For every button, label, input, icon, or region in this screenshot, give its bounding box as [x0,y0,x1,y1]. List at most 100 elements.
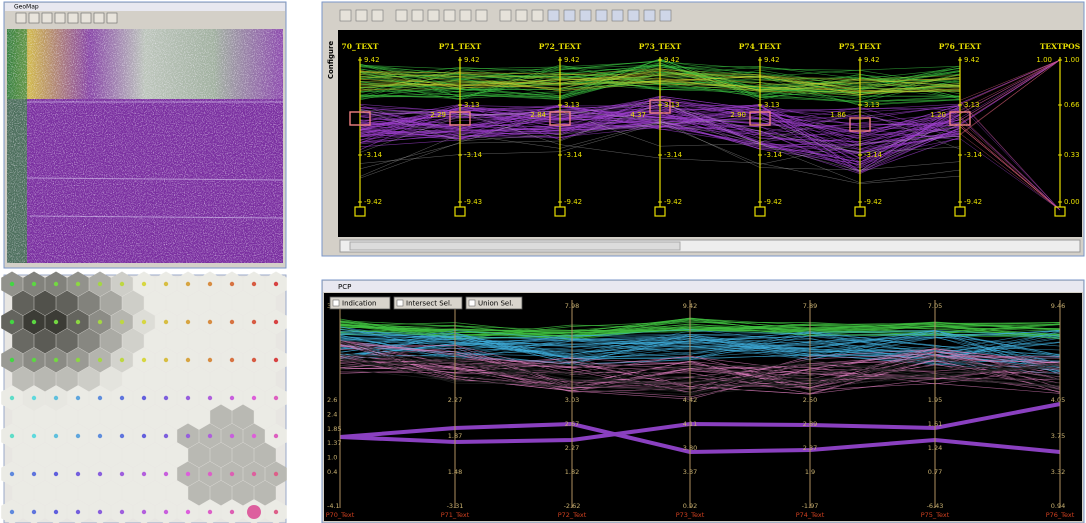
axis-handle[interactable] [354,206,366,217]
button-label[interactable]: Union Sel. [478,300,513,308]
toolbar [15,12,118,24]
som-dot [75,395,81,401]
som-dot [229,509,235,515]
toggle-button[interactable] [393,296,463,310]
som-dot [119,395,125,401]
som-cell [122,442,144,468]
selection-box[interactable] [349,111,371,126]
axis-handle[interactable] [654,206,666,217]
checkbox[interactable] [396,299,404,307]
tool-button[interactable] [563,9,576,22]
som-cell [166,480,188,506]
selection-box[interactable] [749,111,771,126]
som-dot [273,357,279,363]
tick-label: 1.82 [565,468,579,476]
axis-handle[interactable] [754,206,766,217]
tick-label: -3.14 [664,151,683,159]
tool-button[interactable] [475,9,488,22]
tick-label: -6.43 [927,502,944,510]
tool-button[interactable] [459,9,472,22]
tool-button[interactable] [611,9,624,22]
selection-box[interactable] [449,111,471,126]
button-label[interactable]: Intersect Sel. [406,300,452,308]
axis-name: P72_TEXT [539,42,582,51]
tool-button[interactable] [595,9,608,22]
tool-button[interactable] [371,9,384,22]
som-dot [119,357,125,363]
som-dot [207,471,213,477]
tool-button[interactable] [411,9,424,22]
tool-button[interactable] [54,12,66,24]
tool-button[interactable] [499,9,512,22]
checkbox[interactable] [468,299,476,307]
tool-button[interactable] [427,9,440,22]
axis-name: P76_Text [1046,511,1075,519]
som-cell [188,404,210,430]
som-cell [144,442,166,468]
som-cell [166,290,188,316]
som-cell [166,328,188,354]
tick-label: -3.14 [564,151,583,159]
som-dot [9,433,15,439]
axis-handle[interactable] [954,206,966,217]
map-texture [7,29,283,263]
som-dot [185,471,191,477]
window-title: GeoMap [14,4,39,11]
som-cell [122,328,144,354]
tool-button[interactable] [443,9,456,22]
tool-button[interactable] [80,12,92,24]
som-dot [251,357,257,363]
tool-button[interactable] [106,12,118,24]
checkbox[interactable] [332,299,340,307]
tick-label: -4.1 [327,502,340,510]
tick-label: -3.14 [464,151,483,159]
axis-handle[interactable] [1054,206,1066,217]
axis-handle[interactable] [554,206,566,217]
tool-button[interactable] [579,9,592,22]
som-cell [188,328,210,354]
tool-button[interactable] [395,9,408,22]
tool-button[interactable] [41,12,53,24]
tool-button[interactable] [355,9,368,22]
tool-button[interactable] [93,12,105,24]
tick-label: 1.87 [448,432,462,440]
value-label: 1.20 [930,111,946,119]
tool-button[interactable] [28,12,40,24]
tool-button[interactable] [547,9,560,22]
tick-label: 7.89 [803,302,817,310]
toggle-button[interactable] [465,296,523,310]
axis-handle[interactable] [454,206,466,217]
som-cell [166,404,188,430]
tick-label: -9.43 [464,198,482,206]
tool-button[interactable] [627,9,640,22]
tool-button[interactable] [515,9,528,22]
tool-button[interactable] [643,9,656,22]
selection-box[interactable] [649,99,671,114]
som-dot [185,281,191,287]
tool-button[interactable] [15,12,27,24]
tick-label: 0.33 [1064,151,1080,159]
tick-label: 9.42 [964,56,980,64]
button-label[interactable]: Indication [342,300,376,308]
tick-label: 0.00 [1064,198,1080,206]
toggle-button[interactable] [329,296,391,310]
tool-button[interactable] [531,9,544,22]
som-dot [9,319,15,325]
axis-handle[interactable] [854,206,866,217]
selection-box[interactable] [849,117,871,132]
som-cell [144,290,166,316]
som-cell [34,366,56,392]
tool-button[interactable] [67,12,79,24]
selection-box[interactable] [549,111,571,126]
pcp-line [959,138,1061,211]
top-pcp-window: Configure 70_TEXT 9.42 -3.14 -9.42 P71_TEXT 9… [321,1,1085,257]
tool-button[interactable] [339,9,352,22]
tick-label: -9.42 [664,198,682,206]
tool-button[interactable] [659,9,672,22]
selection-box[interactable] [949,111,971,126]
som-dot [75,319,81,325]
scroll-thumb[interactable] [349,241,681,251]
tick-label: 3.03 [565,396,579,404]
tick-label: 0.4 [327,468,337,476]
som-cell [12,442,34,468]
